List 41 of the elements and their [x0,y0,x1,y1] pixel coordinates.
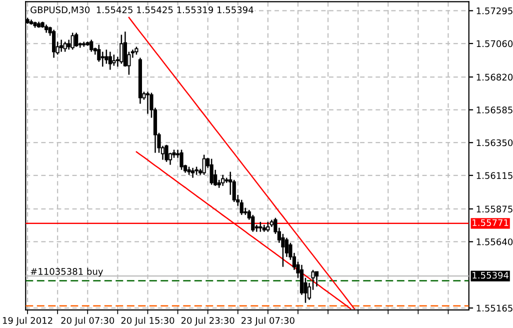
ref-line-label: 1.55771 [472,219,508,226]
annotation: #11035381 buy [30,268,103,277]
y-tick-label: 1.55875 [476,206,512,212]
x-tick-label: 20 Jul 23:30 [181,316,234,326]
x-tick-label: 20 Jul 15:30 [121,316,174,326]
chart-title: GBPUSD,M30 1.55425 1.55425 1.55319 1.55394 [30,6,254,14]
y-tick-label: 1.56820 [476,74,513,81]
candlestick [70,32,74,50]
candlestick [90,39,94,52]
y-tick-label: 1.55640 [476,238,513,246]
candlestick [60,39,64,52]
candlestick [67,39,71,50]
x-tick-label: 19 Jul 2012 [2,316,52,326]
candlestick [104,49,108,64]
candlestick [74,32,78,48]
y-tick-label: 1.57295 [476,7,512,14]
candlestick [97,44,101,62]
x-tick-label: 20 Jul 07:30 [61,316,114,326]
candlestick [240,199,244,216]
candlestick [251,214,255,232]
candlestick [210,158,214,186]
candlestick [52,29,56,58]
y-tick-label: 1.56585 [476,106,512,114]
y-tick-label: 1.56115 [476,172,512,179]
candlestick [164,144,168,162]
candlestick [191,167,195,178]
ref-line-label: 1.55394 [472,272,508,279]
x-tick-label: 23 Jul 07:30 [242,316,294,326]
candlestick [266,221,270,232]
candlestick [63,41,67,52]
candlestick [112,54,116,66]
candlestick [314,271,319,288]
candlestick [108,51,112,70]
candlestick [180,149,184,170]
candlestick [221,174,225,187]
y-tick-label: 1.56350 [476,139,513,146]
candlestick [120,34,124,64]
candlestick [202,154,206,176]
y-tick-label: 1.55165 [476,304,512,312]
y-tick-label: 1.57060 [476,40,513,48]
candlestick [258,221,262,232]
